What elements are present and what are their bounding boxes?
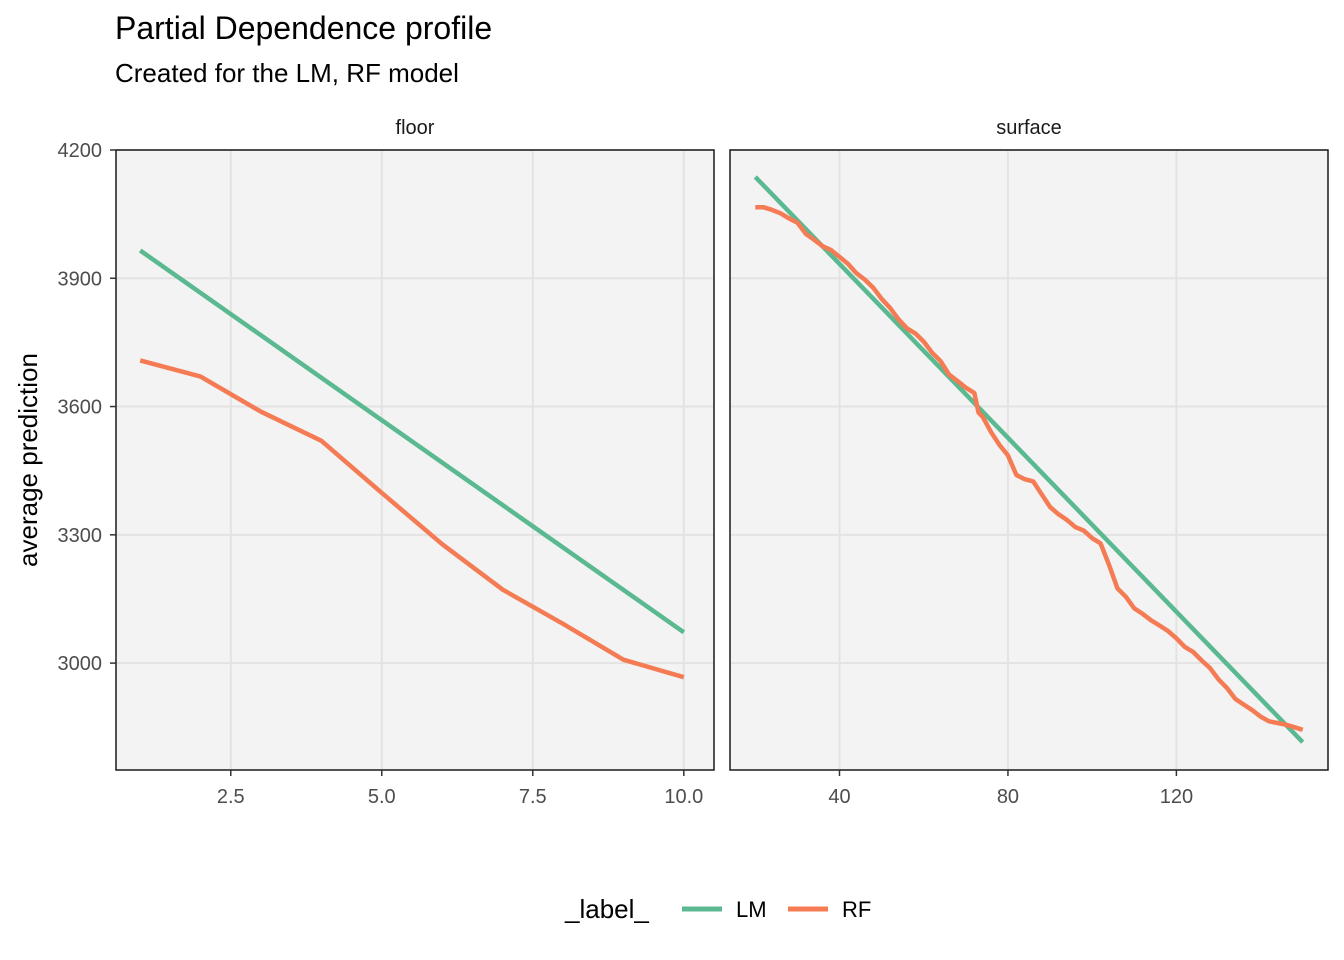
y-tick-label: 3300 (58, 525, 103, 547)
legend-label-rf: RF (842, 897, 871, 922)
y-tick-label: 3600 (58, 397, 103, 419)
y-axis: 3000 3300 3600 3900 4200 (58, 140, 116, 675)
chart-title: Partial Dependence profile (115, 10, 492, 46)
legend: _label_ LM RF (564, 894, 871, 924)
series-line-rf (139, 358, 685, 680)
y-tick-label: 3900 (58, 268, 103, 290)
series-line-lm (138, 248, 686, 635)
x-tick-label: 10.0 (664, 786, 703, 808)
x-tick-label: 5.0 (368, 786, 396, 808)
x-tick-label: 2.5 (217, 786, 245, 808)
panel-border (115, 149, 715, 771)
chart-subtitle: Created for the LM, RF model (115, 58, 459, 88)
y-tick-label: 3000 (58, 653, 103, 675)
x-tick-label: 7.5 (519, 786, 547, 808)
panel-strip-label: surface (996, 117, 1062, 139)
x-tick-label: 40 (828, 786, 850, 808)
x-tick-label: 120 (1160, 786, 1193, 808)
panel-strip-label: floor (396, 117, 435, 139)
panel-background (116, 150, 714, 770)
y-tick-label: 4200 (58, 140, 103, 162)
panel-border (729, 149, 1329, 771)
x-tick-label: 80 (997, 786, 1019, 808)
series-line-lm (753, 175, 1305, 744)
legend-label-lm: LM (736, 897, 767, 922)
panel-floor: floor 2.5 5.0 7.5 10.0 (115, 117, 715, 808)
series-line-rf (755, 205, 1304, 732)
panels: floor 2.5 5.0 7.5 10.0 surface 40 80 120 3000 3300… (58, 117, 1329, 808)
panel-surface: surface 40 80 120 (729, 117, 1329, 808)
legend-title: _label_ (564, 894, 649, 924)
y-axis-label: average prediction (13, 353, 43, 567)
